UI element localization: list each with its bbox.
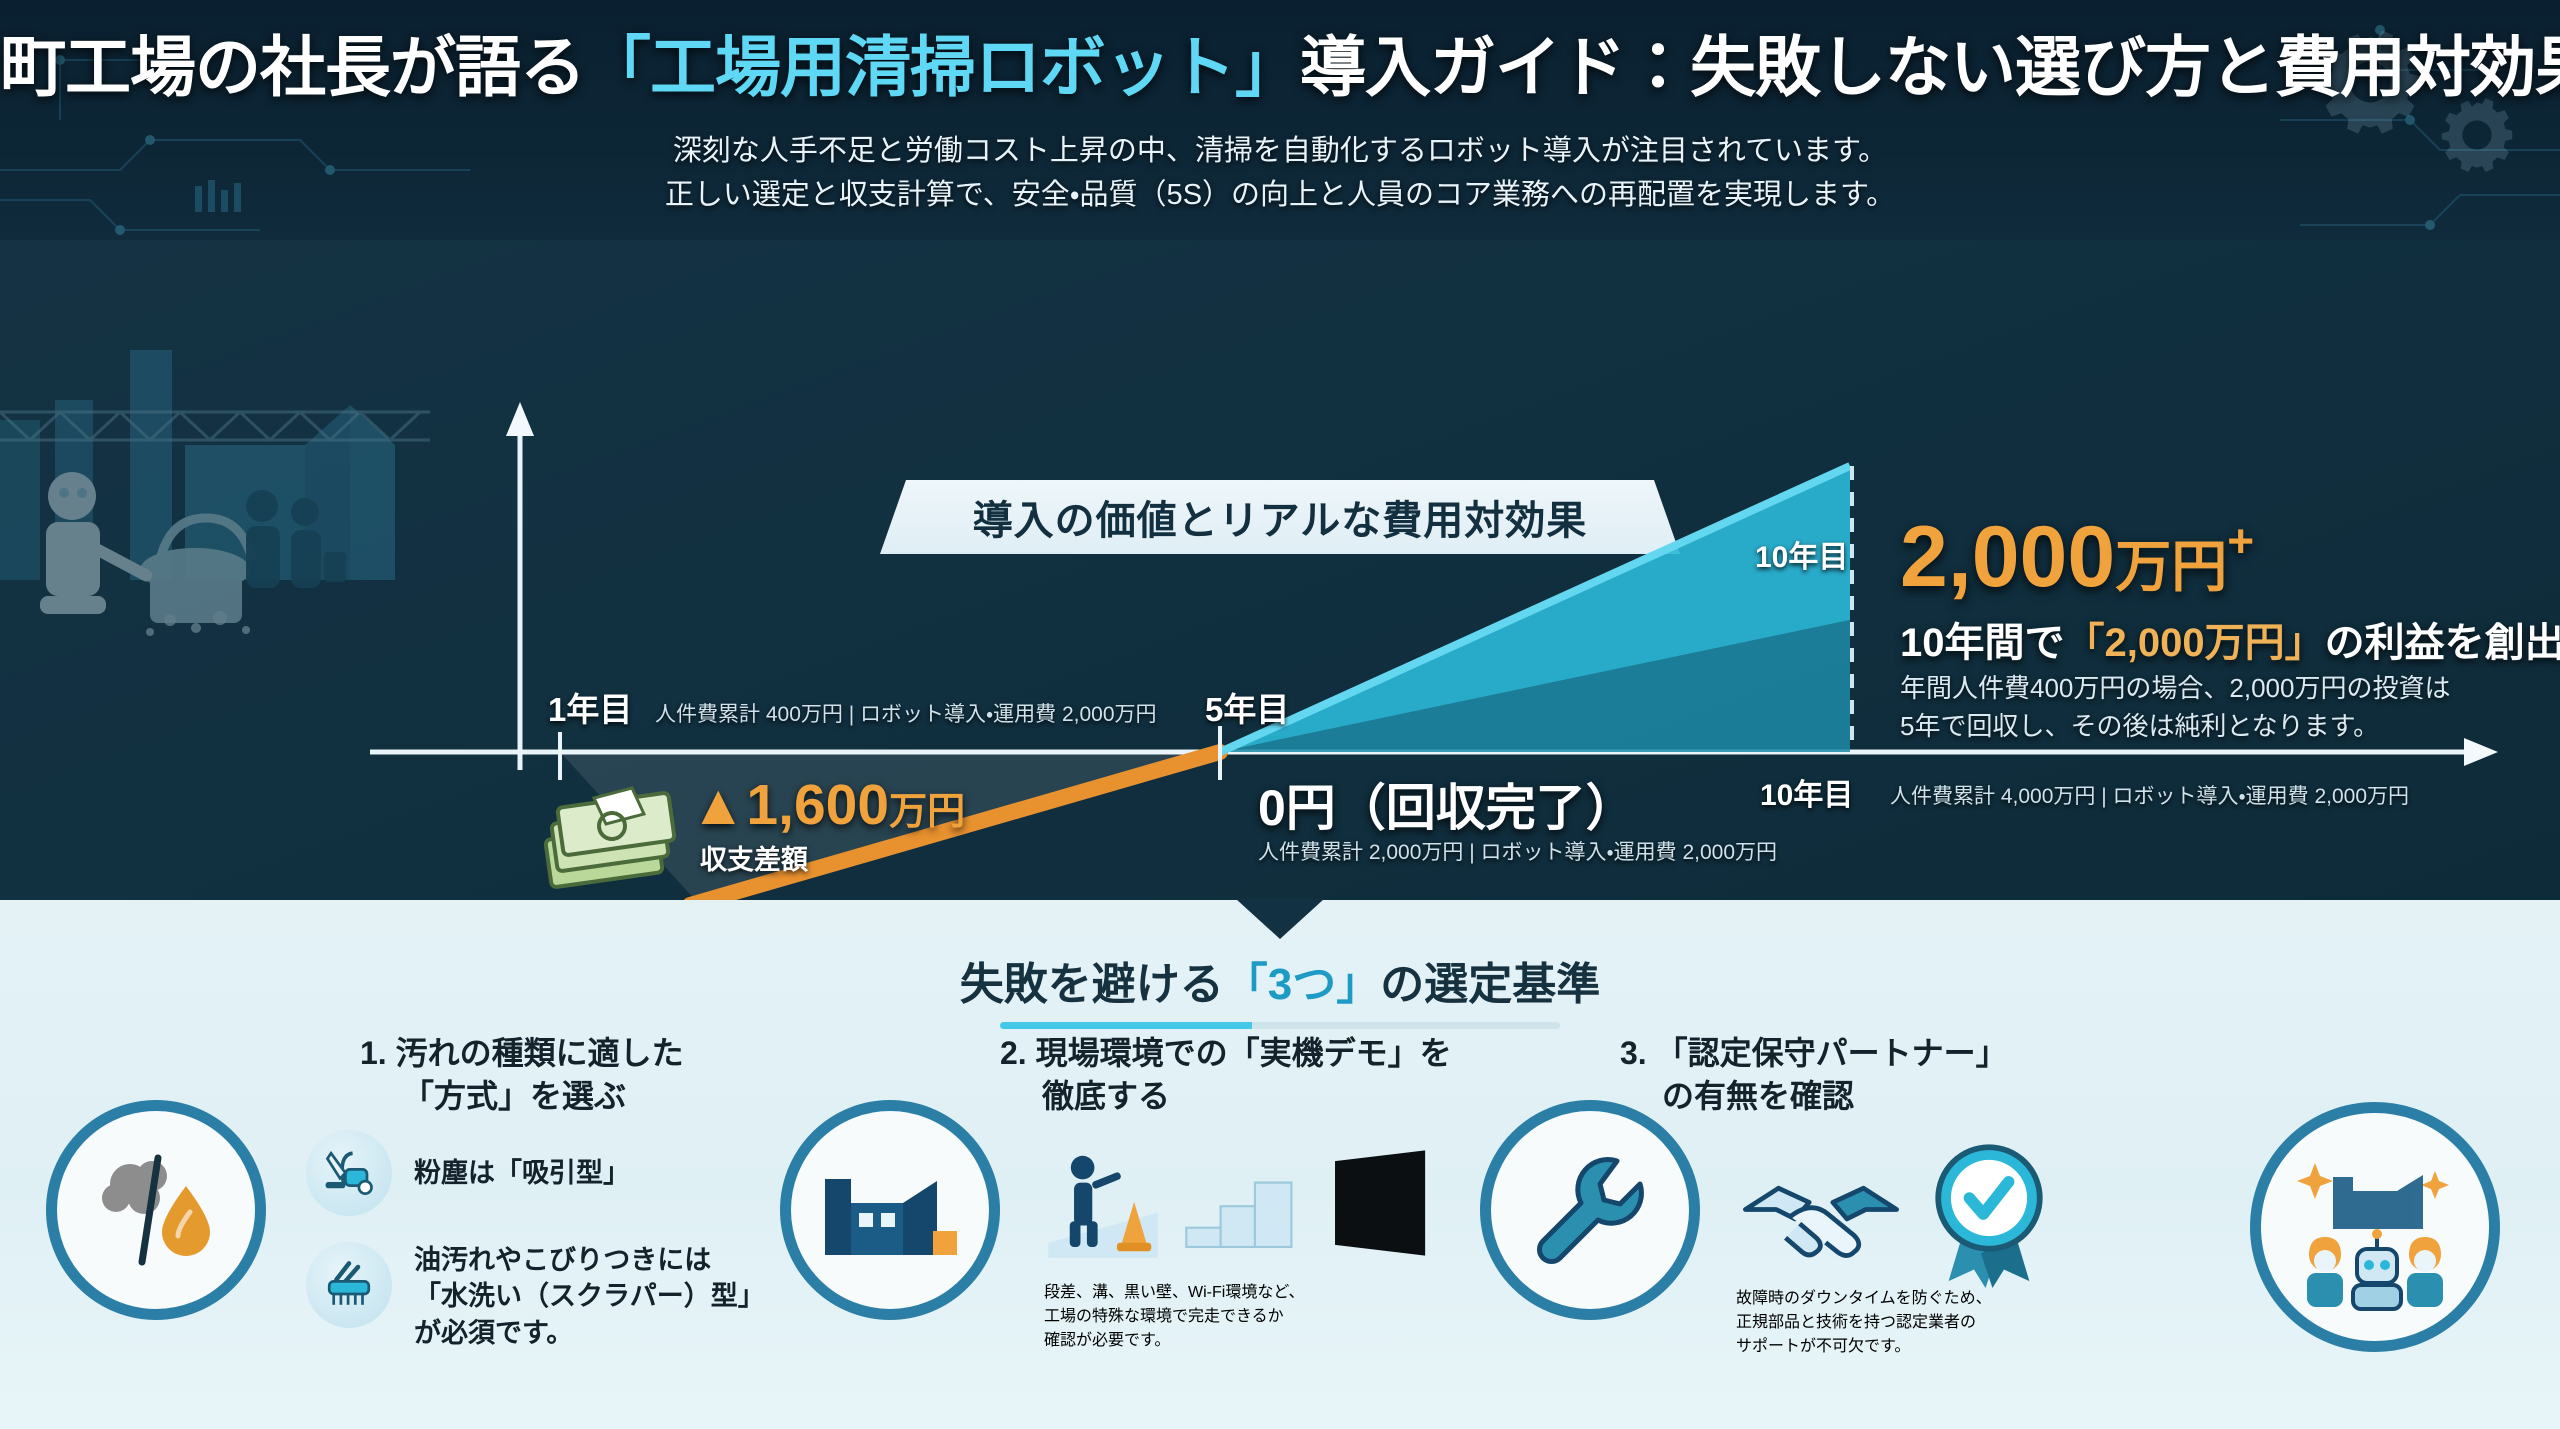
page-subtitle: 深刻な人手不足と労働コスト上昇の中、清掃を自動化するロボット導入が注目されていま…: [0, 130, 2560, 217]
criterion-1-sub-1-text: 粉塵は「吸引型」: [414, 1155, 630, 1191]
roi-unit: 万円: [2115, 535, 2228, 598]
criteria-title-underline: [1000, 1022, 1560, 1029]
criteria-columns: 1. 汚れの種類に適した 「方式」を選ぶ: [0, 1035, 2560, 1428]
roi-chart: [370, 402, 2498, 900]
black-wall-icon: [1335, 1150, 1426, 1256]
roi-headline-pre: 10年間で: [1900, 621, 2065, 665]
criterion-1-sub-1-line-1: 粉塵は「吸引型」: [414, 1157, 630, 1188]
year10-note: 人件費累計 4,000万円 | ロボット導入・運用費 2,000万円: [1890, 785, 2410, 808]
title-pre: 町工場の社長が語る: [0, 30, 586, 104]
criterion-2-body-line-1: 段差、溝、黒い壁、Wi-Fi環境など、: [1044, 1284, 1305, 1301]
factory-building-icon: [825, 1179, 957, 1255]
roi-plus: +: [2227, 514, 2255, 567]
wrench-icon: [1537, 1157, 1644, 1264]
certified-badge-icon: [1935, 1144, 2043, 1288]
criterion-1-sub-2-line-3: が必須です。: [414, 1317, 574, 1348]
roi-number: 2,000: [1900, 509, 2116, 605]
roi-desc-line-1: 年間人件費400万円の場合、2,000万円の投資は: [1900, 673, 2451, 703]
money-stack-icon: [543, 786, 677, 889]
year5-note: 人件費累計 2,000万円 | ロボット導入・運用費 2,000万円: [1258, 841, 1778, 864]
criterion-1-sub-2-line-2: 「水洗い（スクラパー）型」: [414, 1281, 765, 1312]
stairs-icon: [1185, 1181, 1293, 1249]
subtitle-line-2: 正しい選定と収支計算で、安全・品質（5S）の向上と人員のコア業務への再配置を実現…: [664, 178, 1896, 211]
criterion-1-heading-line-2: 「方式」を選ぶ: [402, 1078, 627, 1115]
header-banner: 町工場の社長が語る「工場用清掃ロボット」導入ガイド：失敗しない選び方と費用対効果…: [0, 0, 2560, 240]
handshake-icon: [1743, 1185, 1899, 1258]
dust-and-oil-drop-icon: [102, 1154, 210, 1266]
criterion-2-body-line-3: 確認が必要です。: [1044, 1332, 1171, 1349]
loss-number: ▲1,600: [690, 773, 890, 837]
roi-big-value: 2,000万円+: [1900, 508, 2254, 607]
criterion-3-main-icon-circle: [1480, 1100, 1700, 1320]
page-title: 町工場の社長が語る「工場用清掃ロボット」導入ガイド：失敗しない選び方と費用対効果: [0, 0, 2560, 110]
loss-caption: 収支差額: [700, 845, 808, 875]
criterion-1-heading: 1. 汚れの種類に適した 「方式」を選ぶ: [360, 1032, 1060, 1118]
workers-and-robot-icon: [2297, 1163, 2449, 1311]
year1-note: 人件費累計 400万円 | ロボット導入・運用費 2,000万円: [655, 703, 1157, 726]
criterion-1-sub-2-text: 油汚れやこびりつきには 「水洗い（スクラパー）型」 が必須です。: [414, 1242, 765, 1351]
subtitle-line-1: 深刻な人手不足と労働コスト上昇の中、清掃を自動化するロボット導入が注目されていま…: [672, 135, 1888, 167]
roi-headline: 10年間で「2,000万円」の利益を創出: [1900, 610, 2560, 668]
roi-description: 年間人件費400万円の場合、2,000万円の投資は 5年で回収し、その後は純利と…: [1900, 670, 2450, 745]
criterion-2-tiles: [1044, 1144, 1438, 1262]
vacuum-icon-circle: [306, 1130, 392, 1216]
criteria-title-pre: 失敗を避ける: [959, 960, 1224, 1009]
loss-value: ▲1,600万円: [690, 772, 965, 838]
criteria-title: 失敗を避ける「3つ」の選定基準: [0, 900, 2560, 1012]
criterion-3-body-line-1: 故障時のダウンタイムを防ぐため、: [1736, 1290, 1992, 1307]
year5-breakeven: 0円（回収完了）: [1258, 780, 1636, 836]
criterion-2-heading: 2. 現場環境での「実機デモ」を 徹底する: [1000, 1032, 1700, 1118]
scrub-brush-icon-circle: [306, 1242, 392, 1328]
year5-label: 5年目: [1205, 691, 1290, 728]
scrub-brush-icon: [327, 1261, 371, 1305]
criterion-2: 2. 現場環境での「実機デモ」を 徹底する: [1000, 1032, 1700, 1118]
year10-top-label: 10年目: [1755, 541, 1849, 574]
gear-icon: [2320, 30, 2420, 134]
year1-label: 1年目: [548, 691, 633, 728]
criterion-1-sub-2-line-1: 油汚れやこびりつきには: [414, 1245, 712, 1275]
factory-illustration: [0, 350, 430, 636]
criteria-title-post: の選定基準: [1380, 960, 1601, 1009]
roi-headline-post: の利益を創出: [2324, 621, 2560, 665]
criterion-1-sub-item-1: 粉塵は「吸引型」: [306, 1130, 765, 1216]
criterion-2-body-line-2: 工場の特殊な環境で完走できるか: [1044, 1308, 1284, 1325]
person-with-cone-icon: [1048, 1155, 1158, 1258]
vacuum-cleaner-icon: [325, 1150, 373, 1196]
criteria-title-highlight: 「3つ」: [1223, 960, 1381, 1009]
criterion-2-body: 段差、溝、黒い壁、Wi-Fi環境など、 工場の特殊な環境で完走できるか 確認が必…: [1044, 1278, 1305, 1350]
criterion-1-main-icon-circle: [46, 1100, 266, 1320]
value-and-roi-panel: 導入の価値とリアルな費用対効果 1年目 人件費累計 4: [0, 240, 2560, 900]
criterion-2-heading-line-2: 徹底する: [1042, 1078, 1171, 1115]
corner-illustration-circle: [2250, 1102, 2500, 1352]
criterion-2-heading-line-1: 2. 現場環境での「実機デモ」を: [1000, 1035, 1452, 1071]
criterion-3-heading-line-1: 3. 「認定保守パートナー」: [1620, 1035, 2008, 1071]
criterion-3-body-line-2: 正規部品と技術を持つ認定業者の: [1736, 1314, 1977, 1331]
title-highlight: 「工場用清掃ロボット」: [585, 30, 1301, 104]
criterion-2-main-icon-circle: [780, 1100, 1000, 1320]
criterion-1: 1. 汚れの種類に適した 「方式」を選ぶ: [360, 1032, 1060, 1118]
criterion-3-body: 故障時のダウンタイムを防ぐため、 正規部品と技術を持つ認定業者の サポートが不可…: [1736, 1284, 1992, 1356]
roi-headline-gold: 「2,000万円」: [2064, 621, 2325, 665]
year10-bottom-label: 10年目: [1760, 779, 1854, 812]
criterion-3-heading: 3. 「認定保守パートナー」 の有無を確認: [1620, 1032, 2320, 1118]
gear-small-icon: [2441, 98, 2513, 172]
chart-badge: 導入の価値とリアルな費用対効果: [880, 480, 1680, 554]
roi-desc-line-2: 5年で回収し、その後は純利となります。: [1900, 710, 2380, 741]
criterion-3-body-line-3: サポートが不可欠です。: [1736, 1338, 1911, 1355]
criterion-1-sub-list: 粉塵は「吸引型」 油汚れやこびりつきには: [306, 1130, 765, 1377]
criterion-1-heading-line-1: 1. 汚れの種類に適した: [360, 1035, 684, 1071]
title-post: 導入ガイド：失敗しない選び方と費用対効果: [1300, 30, 2560, 104]
criterion-3-tiles: [1736, 1138, 2054, 1288]
loss-unit: 万円: [889, 791, 966, 833]
criterion-1-sub-item-2: 油汚れやこびりつきには 「水洗い（スクラパー）型」 が必須です。: [306, 1242, 765, 1351]
criterion-3-heading-line-2: の有無を確認: [1662, 1078, 1855, 1115]
section-arrow-icon: [1236, 899, 1324, 939]
criterion-3: 3. 「認定保守パートナー」 の有無を確認: [1620, 1032, 2320, 1118]
criteria-panel: 失敗を避ける「3つ」の選定基準 1. 汚れの種類に適した 「方式」を選ぶ: [0, 899, 2560, 1429]
